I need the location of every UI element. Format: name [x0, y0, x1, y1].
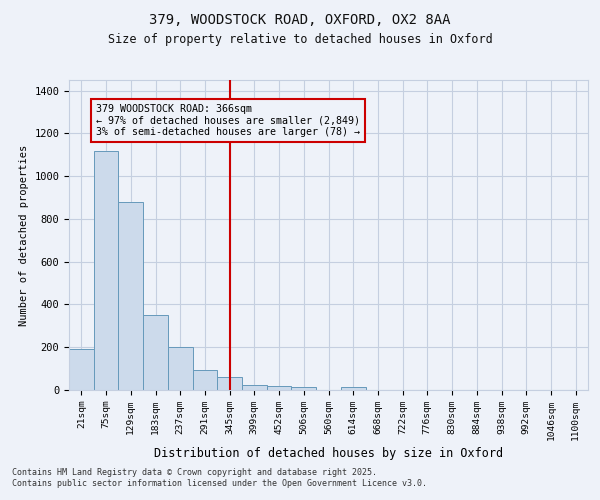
Bar	[242, 384, 267, 390]
Bar	[168, 347, 193, 390]
Bar	[94, 150, 118, 390]
Bar	[341, 387, 365, 390]
Bar	[193, 370, 217, 390]
Text: Contains HM Land Registry data © Crown copyright and database right 2025.
Contai: Contains HM Land Registry data © Crown c…	[12, 468, 427, 487]
Text: Size of property relative to detached houses in Oxford: Size of property relative to detached ho…	[107, 32, 493, 46]
Bar	[217, 377, 242, 390]
Text: 379, WOODSTOCK ROAD, OXFORD, OX2 8AA: 379, WOODSTOCK ROAD, OXFORD, OX2 8AA	[149, 12, 451, 26]
Y-axis label: Number of detached properties: Number of detached properties	[19, 144, 29, 326]
X-axis label: Distribution of detached houses by size in Oxford: Distribution of detached houses by size …	[154, 447, 503, 460]
Bar	[69, 350, 94, 390]
Bar	[118, 202, 143, 390]
Text: 379 WOODSTOCK ROAD: 366sqm
← 97% of detached houses are smaller (2,849)
3% of se: 379 WOODSTOCK ROAD: 366sqm ← 97% of deta…	[96, 104, 360, 136]
Bar	[143, 315, 168, 390]
Bar	[267, 386, 292, 390]
Bar	[292, 387, 316, 390]
